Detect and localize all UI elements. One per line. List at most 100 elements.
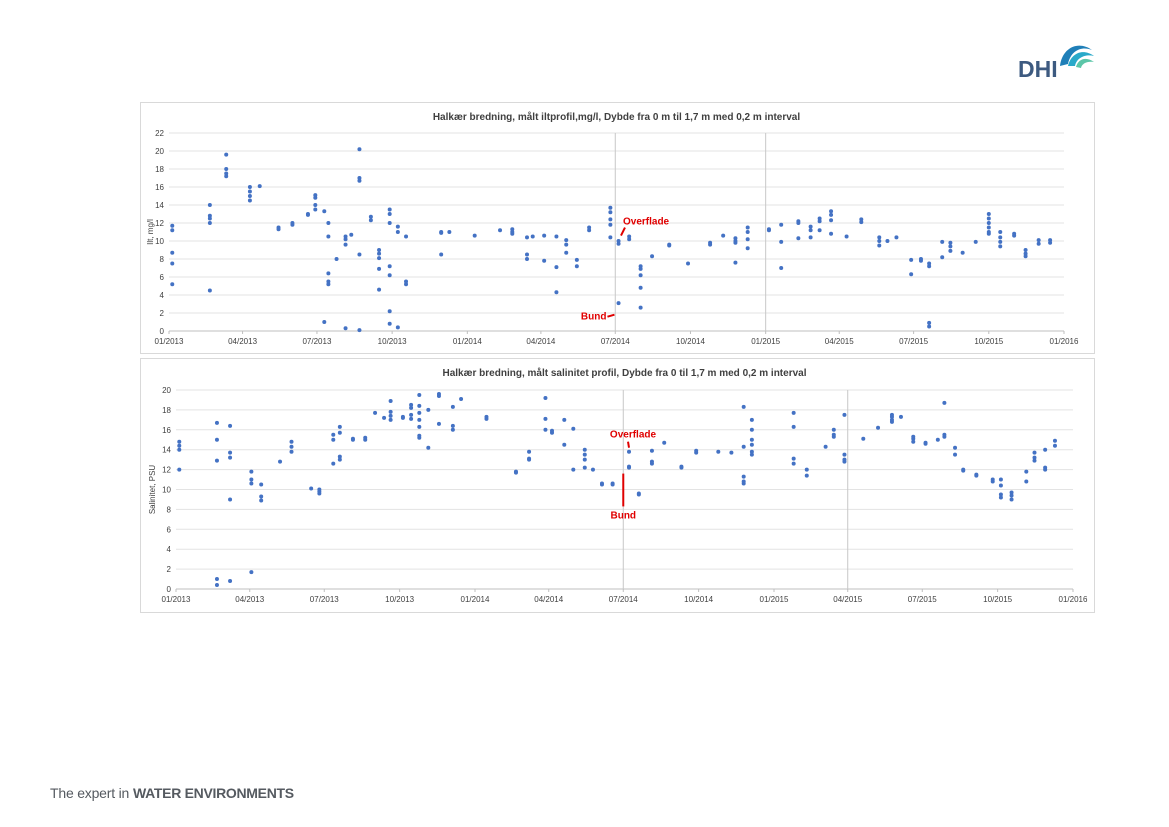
oxygen-data-point [766,228,771,233]
salinity-data-point [417,410,422,415]
oxygen-data-point [1023,254,1028,259]
oxygen-data-point [313,207,318,212]
salinity-data-point [409,405,414,410]
oxygen-data-point [564,238,569,243]
oxygen-data-point [305,212,310,217]
oxygen-data-point [395,325,400,330]
salinity-data-point [741,481,746,486]
oxygen-data-point [377,251,382,256]
x-tick-label: 01/2013 [162,595,191,604]
salinity-chart-panel: Halkær bredning, målt salinitet profil, … [140,358,1095,613]
salinity-data-point [450,423,455,428]
y-axis-label: Salinitet, PSU [148,465,157,515]
salinity-data-point [961,468,966,473]
oxygen-data-point [918,258,923,263]
overflade-label: Overflade [610,430,657,441]
oxygen-data-point [525,235,529,240]
salinity-data-point [923,441,928,446]
wave-mark-icon [1060,45,1094,68]
oxygen-data-point [796,236,801,241]
oxygen-data-point [313,195,318,200]
oxygen-data-point [796,221,801,225]
salinity-data-point [582,447,587,452]
salinity-data-point [177,467,182,472]
salinity-data-point [998,492,1003,497]
salinity-data-point [1009,497,1014,502]
salinity-data-point [409,412,414,417]
y-tick-label: 4 [167,545,172,554]
salinity-data-point [1009,490,1014,495]
oxygen-data-point [859,220,864,225]
oxygen-data-point [343,326,348,331]
salinity-data-point [953,445,958,450]
x-tick-label: 07/2014 [601,337,630,346]
oxygen-data-point [894,235,899,240]
oxygen-data-point [247,194,252,198]
oxygen-data-point [498,228,503,233]
salinity-data-point [649,461,654,466]
oxygen-data-point [909,257,914,262]
salinity-data-point [228,579,233,584]
salinity-data-point [791,461,796,466]
oxygen-data-point [829,209,834,214]
salinity-data-point [562,442,567,447]
oxygen-data-point [387,273,392,278]
salinity-data-point [1009,493,1014,498]
salinity-data-point [331,437,336,442]
oxygen-data-point [542,233,547,238]
salinity-data-point [417,417,422,422]
salinity-data-point [804,467,809,472]
oxygen-data-point [554,234,559,239]
oxygen-data-point [608,235,613,240]
oxygen-data-point [334,257,339,261]
salinity-data-point [249,469,254,474]
oxygen-data-point [525,252,529,257]
salinity-data-point [1043,447,1048,452]
oxygen-data-point [377,287,382,292]
overflade-pointer [620,227,626,237]
x-tick-label: 07/2013 [302,337,331,346]
y-tick-label: 22 [155,129,164,138]
oxygen-data-point [627,237,632,242]
oxygen-data-point [948,244,953,249]
oxygen-data-point [817,219,822,224]
footer-tagline: The expert in WATER ENVIRONMENTS [50,785,294,801]
oxygen-data-point [877,239,882,243]
salinity-data-point [599,482,604,487]
salinity-data-point [749,452,754,457]
salinity-data-point [749,449,754,454]
oxygen-data-point [170,223,175,228]
oxygen-data-point [368,218,373,223]
salinity-data-point [337,457,342,462]
oxygen-data-point [638,266,643,271]
oxygen-data-point [439,252,444,257]
oxygen-data-point [779,266,784,270]
salinity-data-point [259,482,264,487]
oxygen-data-point [1023,248,1028,252]
oxygen-data-point [247,198,252,203]
salinity-data-point [550,430,555,435]
salinity-data-point [214,420,219,425]
salinity-data-point [942,400,947,405]
salinity-data-point [694,450,699,455]
y-tick-label: 0 [160,327,165,336]
oxygen-data-point [779,239,784,244]
oxygen-data-point [439,230,444,235]
salinity-data-point [527,457,532,462]
salinity-data-point [729,450,734,455]
oxygen-data-point [207,288,212,293]
oxygen-data-point [667,243,672,248]
salinity-data-point [990,479,995,484]
oxygen-data-point [357,178,362,183]
salinity-data-point [741,444,746,449]
salinity-data-point [259,494,264,499]
salinity-data-point [388,398,393,403]
salinity-data-point [417,392,422,397]
oxygen-data-point [322,320,327,324]
salinity-data-point [716,449,721,454]
oxygen-data-point [349,232,354,237]
salinity-data-point [543,416,548,421]
salinity-data-point [741,474,746,479]
salinity-data-point [331,432,336,437]
salinity-data-point [417,403,422,408]
